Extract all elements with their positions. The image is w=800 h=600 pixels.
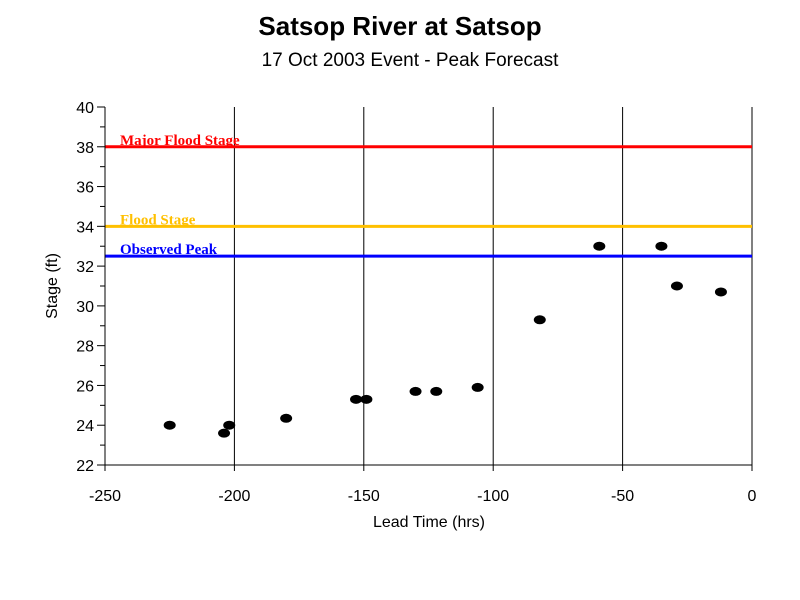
y-tick-label: 38 xyxy=(76,140,94,157)
y-tick-label: 24 xyxy=(76,418,94,435)
data-point xyxy=(714,287,727,297)
data-points xyxy=(163,241,727,438)
y-tick-label: 30 xyxy=(76,299,94,316)
data-point xyxy=(593,241,606,251)
chart-title: Satsop River at Satsop xyxy=(258,11,541,41)
y-tick-label: 26 xyxy=(76,378,94,395)
data-point xyxy=(163,420,176,430)
data-point xyxy=(223,420,236,430)
data-point xyxy=(471,382,484,392)
data-point xyxy=(360,394,373,404)
data-point xyxy=(670,281,683,291)
reference-lines: Major Flood Stage Flood Stage Observed Pea… xyxy=(105,133,752,258)
data-point xyxy=(655,241,668,251)
y-tick-label: 36 xyxy=(76,180,94,197)
reference-line-label: Observed Peak xyxy=(120,242,218,258)
x-tick-label: -100 xyxy=(477,488,509,505)
y-tick-label: 34 xyxy=(76,219,94,236)
data-point xyxy=(409,386,422,396)
data-point xyxy=(430,386,443,396)
y-tick-label: 22 xyxy=(76,458,94,475)
data-point xyxy=(350,394,363,404)
y-tick-label: 28 xyxy=(76,339,94,356)
x-tick-label: -250 xyxy=(89,488,121,505)
x-tick-label: -50 xyxy=(611,488,634,505)
data-point xyxy=(280,413,293,423)
reference-line-label: Major Flood Stage xyxy=(120,133,240,149)
axes: 22 24 26 28 30 32 34 36 38 40 -250 -200 -150 -100 -50 0 xyxy=(76,100,756,505)
data-point xyxy=(218,428,231,438)
x-tick-label: 0 xyxy=(748,488,757,505)
y-axis-label: Stage (ft) xyxy=(44,253,61,319)
y-tick-label: 40 xyxy=(76,100,94,117)
reference-line-label: Flood Stage xyxy=(120,212,196,228)
y-tick-label: 32 xyxy=(76,259,94,276)
x-axis-label: Lead Time (hrs) xyxy=(373,514,485,531)
x-tick-label: -150 xyxy=(348,488,380,505)
grid-layer xyxy=(233,107,753,465)
x-tick-label: -200 xyxy=(218,488,250,505)
data-point xyxy=(533,315,546,325)
chart-subtitle: 17 Oct 2003 Event - Peak Forecast xyxy=(262,50,559,71)
